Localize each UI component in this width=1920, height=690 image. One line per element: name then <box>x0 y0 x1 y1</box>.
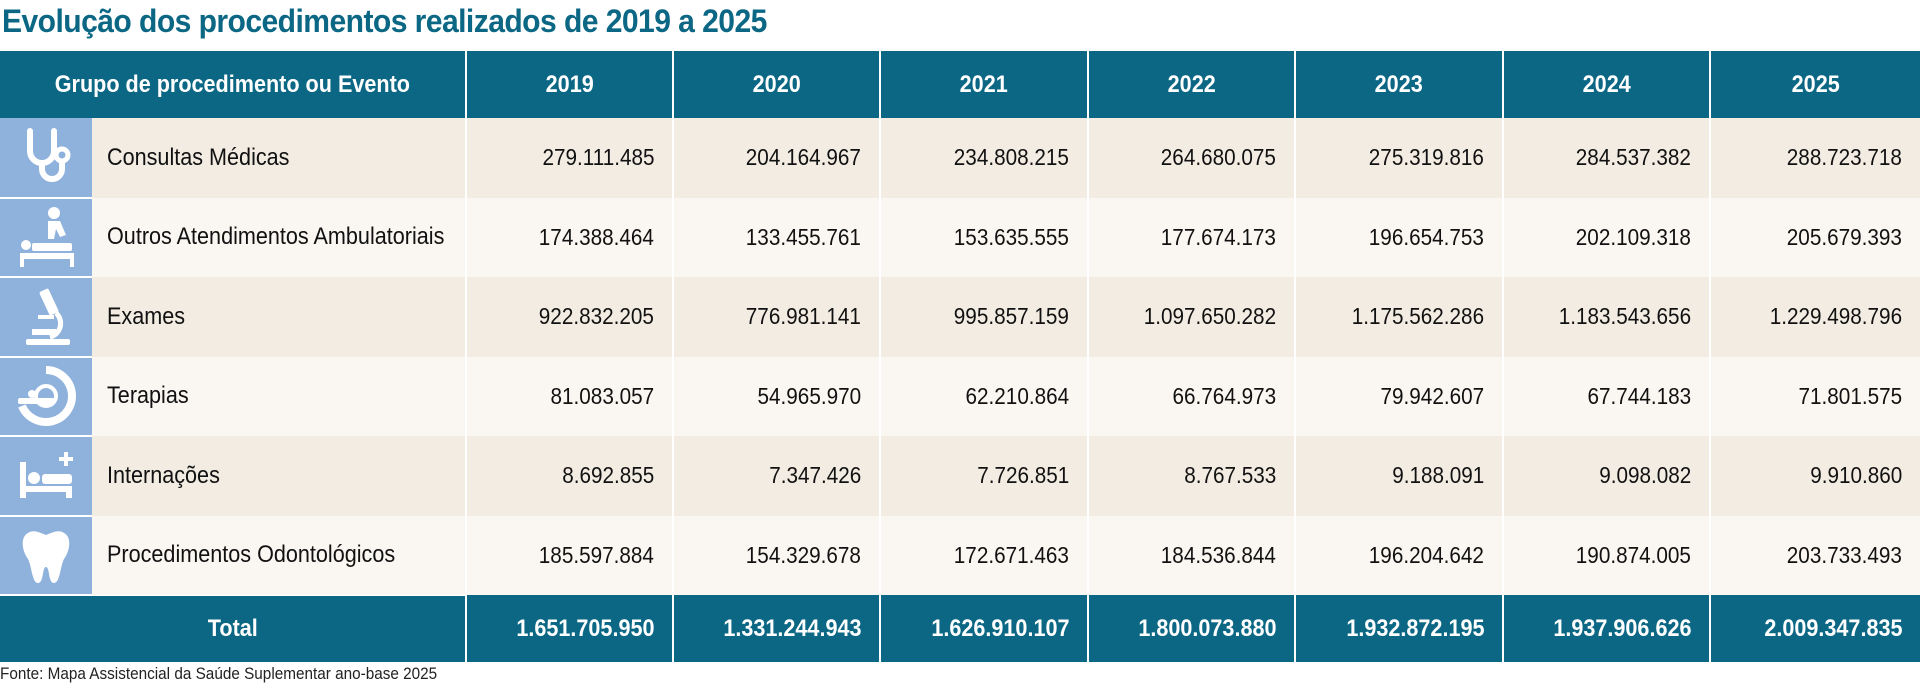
table-cell: 7.347.426 <box>673 436 881 516</box>
table-cell: 204.164.967 <box>673 118 881 198</box>
table-cell: 174.388.464 <box>466 197 674 277</box>
table-cell: 177.674.173 <box>1088 197 1296 277</box>
table-cell: 7.726.851 <box>880 436 1089 516</box>
table-cell: 202.109.318 <box>1503 197 1711 277</box>
group-label: Exames <box>92 277 467 357</box>
total-cell: 1.331.244.943 <box>673 595 881 662</box>
table-cell: 284.537.382 <box>1503 118 1711 198</box>
table-cell: 81.083.057 <box>466 356 674 436</box>
table-cell: 185.597.884 <box>466 515 674 595</box>
table-row: Terapias 81.083.057 54.965.970 62.210.86… <box>0 356 1920 437</box>
table-cell: 71.801.575 <box>1710 356 1920 436</box>
table-cell: 205.679.393 <box>1710 197 1920 277</box>
table-cell: 79.942.607 <box>1295 356 1504 436</box>
microscope-icon <box>0 277 92 358</box>
header-year: 2024 <box>1503 51 1711 118</box>
group-label: Terapias <box>92 356 467 436</box>
table-cell: 275.319.816 <box>1295 118 1504 198</box>
table-cell: 922.832.205 <box>466 277 674 357</box>
table-cell: 133.455.761 <box>673 197 881 277</box>
source-note: Fonte: Mapa Assistencial da Saúde Suplem… <box>0 664 438 683</box>
table-cell: 279.111.485 <box>466 118 674 198</box>
group-label: Internações <box>92 436 467 516</box>
header-year: 2022 <box>1088 51 1296 118</box>
table-row: Exames 922.832.205 776.981.141 995.857.1… <box>0 277 1920 358</box>
table-cell: 196.654.753 <box>1295 197 1504 277</box>
group-label: Procedimentos Odontológicos <box>92 515 467 595</box>
table-cell: 184.536.844 <box>1088 515 1296 595</box>
table-cell: 9.188.091 <box>1295 436 1504 516</box>
table-cell: 1.175.562.286 <box>1295 277 1504 357</box>
total-cell: 1.932.872.195 <box>1295 595 1504 662</box>
table-cell: 153.635.555 <box>880 197 1089 277</box>
table-cell: 67.744.183 <box>1503 356 1711 436</box>
massage-therapy-icon <box>0 197 92 278</box>
table-row: Consultas Médicas 279.111.485 204.164.96… <box>0 118 1920 199</box>
total-cell: 1.937.906.626 <box>1503 595 1711 662</box>
total-cell: 1.800.073.880 <box>1088 595 1296 662</box>
total-cell: 1.626.910.107 <box>880 595 1089 662</box>
total-cell: 2.009.347.835 <box>1710 595 1920 662</box>
table-cell: 288.723.718 <box>1710 118 1920 198</box>
header-year: 2021 <box>880 51 1089 118</box>
table-row: Internações 8.692.855 7.347.426 7.726.85… <box>0 436 1920 517</box>
page-title: Evolução dos procedimentos realizados de… <box>2 3 767 39</box>
table-row: Outros Atendimentos Ambulatoriais 174.38… <box>0 197 1920 278</box>
table-cell: 62.210.864 <box>880 356 1089 436</box>
table-cell: 66.764.973 <box>1088 356 1296 436</box>
total-cell: 1.651.705.950 <box>466 595 674 662</box>
hospital-bed-icon <box>0 436 92 517</box>
total-row: Total 1.651.705.950 1.331.244.943 1.626.… <box>0 595 1920 662</box>
table-cell: 776.981.141 <box>673 277 881 357</box>
table-cell: 234.808.215 <box>880 118 1089 198</box>
table-cell: 154.329.678 <box>673 515 881 595</box>
table-cell: 9.910.860 <box>1710 436 1920 516</box>
table-cell: 203.733.493 <box>1710 515 1920 595</box>
header-year: 2019 <box>466 51 674 118</box>
table-row: Procedimentos Odontológicos 185.597.884 … <box>0 515 1920 596</box>
table-cell: 264.680.075 <box>1088 118 1296 198</box>
header-year: 2025 <box>1710 51 1920 118</box>
scanner-icon <box>0 356 92 437</box>
table-cell: 995.857.159 <box>880 277 1089 357</box>
group-label: Consultas Médicas <box>92 118 467 198</box>
tooth-icon <box>0 515 92 596</box>
table-cell: 172.671.463 <box>880 515 1089 595</box>
table-cell: 190.874.005 <box>1503 515 1711 595</box>
total-label: Total <box>0 595 467 662</box>
procedures-table: Grupo de procedimento ou Evento 2019 202… <box>0 51 1920 662</box>
header-group: Grupo de procedimento ou Evento <box>0 51 467 118</box>
group-label: Outros Atendimentos Ambulatoriais <box>92 197 467 277</box>
table-cell: 196.204.642 <box>1295 515 1504 595</box>
table-cell: 8.692.855 <box>466 436 674 516</box>
table-header-row: Grupo de procedimento ou Evento 2019 202… <box>0 51 1920 118</box>
stethoscope-icon <box>0 118 92 199</box>
header-year: 2020 <box>673 51 881 118</box>
table-cell: 1.183.543.656 <box>1503 277 1711 357</box>
table-cell: 1.097.650.282 <box>1088 277 1296 357</box>
header-year: 2023 <box>1295 51 1504 118</box>
table-cell: 9.098.082 <box>1503 436 1711 516</box>
table-cell: 8.767.533 <box>1088 436 1296 516</box>
table-cell: 54.965.970 <box>673 356 881 436</box>
table-cell: 1.229.498.796 <box>1710 277 1920 357</box>
